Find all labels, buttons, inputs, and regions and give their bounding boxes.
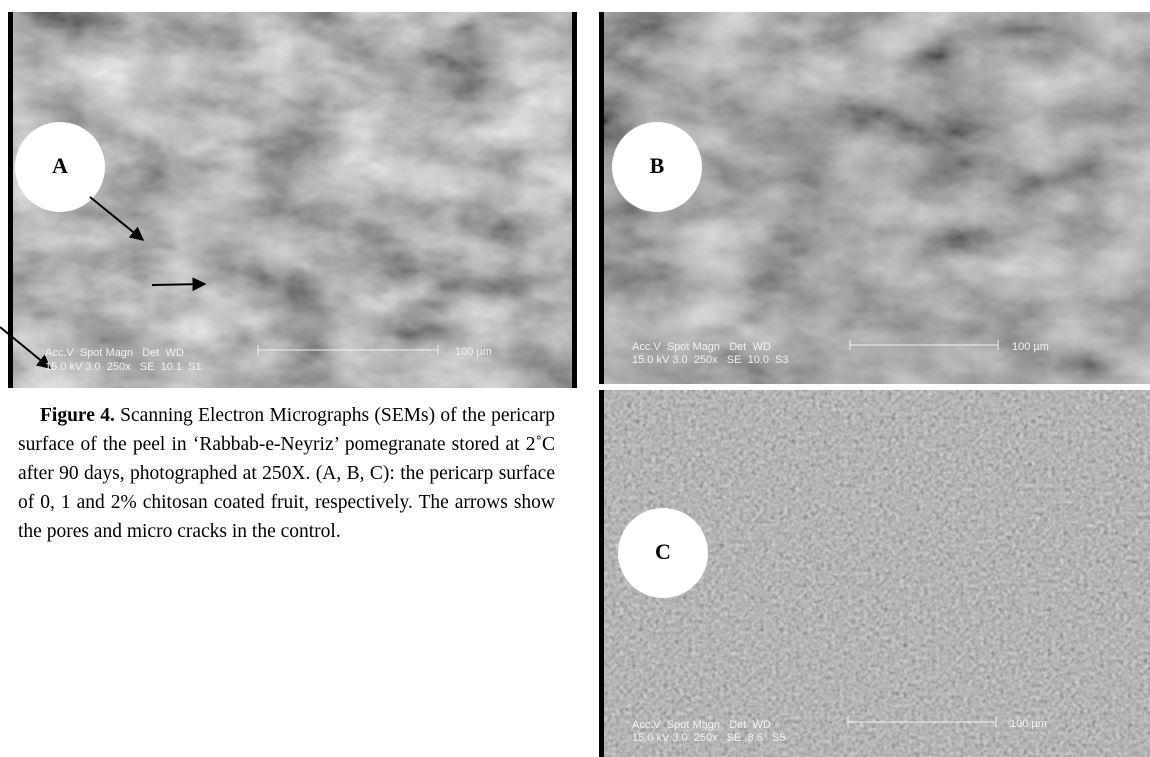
- panel-label: A: [52, 153, 68, 178]
- databar-header: Acc.V Spot Magn Det WD: [632, 719, 771, 731]
- caption-label: Figure 4.: [40, 405, 115, 426]
- databar-header: Acc.V Spot Magn Det WD: [632, 341, 771, 353]
- databar-values: 15.0 kV 3.0 250x SE 10.0 S3: [632, 354, 789, 366]
- databar-values: 15.0 kV 3.0 250x SE 10.1 S1: [45, 361, 202, 373]
- panel-c: C Acc.V Spot Magn Det WD 15.0 kV 3.0 250…: [599, 390, 1150, 757]
- panel-a: A Acc.V Spot Magn Det WD 15.0 kV 3.0 250…: [0, 12, 577, 388]
- border: [572, 12, 577, 388]
- scale-label: 100 µm: [455, 346, 492, 358]
- sem-texture: [8, 12, 577, 388]
- sem-texture: [599, 12, 1150, 384]
- label-circle: [15, 122, 105, 212]
- caption-text: Scanning Electron Micrographs (SEMs) of …: [18, 405, 555, 542]
- panel-b: B Acc.V Spot Magn Det WD 15.0 kV 3.0 250…: [599, 12, 1150, 384]
- scale-bar: [847, 717, 997, 727]
- label-circle: [618, 508, 708, 598]
- border: [599, 12, 604, 384]
- figure-caption: Figure 4. Scanning Electron Micrographs …: [18, 401, 555, 546]
- panel-label: B: [650, 153, 665, 178]
- scale-label: 100 µm: [1010, 718, 1047, 730]
- border: [599, 390, 604, 757]
- panel-label: C: [655, 539, 671, 564]
- scale-bar: [257, 345, 439, 355]
- arrow: [151, 277, 207, 292]
- databar-values: 15.0 kV 3.0 250x SE 8.6 S5: [632, 732, 785, 744]
- scale-label: 100 µm: [1012, 341, 1049, 353]
- arrow: [0, 326, 52, 369]
- border: [8, 12, 13, 388]
- label-circle: [612, 122, 702, 212]
- databar-header: Acc.V Spot Magn Det WD: [45, 347, 184, 359]
- scale-bar: [849, 340, 999, 350]
- arrow: [89, 196, 145, 241]
